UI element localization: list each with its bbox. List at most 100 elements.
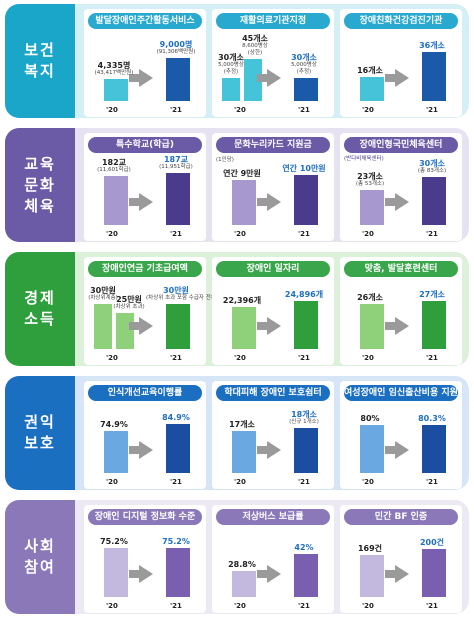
value-2021: 연간 10만원 — [274, 164, 334, 173]
bar-2021 — [422, 301, 446, 349]
stat-card-title: 학대피해 장애인 보호쉼터 — [216, 385, 330, 401]
bar-2020-secondary — [244, 59, 262, 101]
year-label-2021: '21 — [426, 106, 438, 114]
value-2020: 30만원 (차상위계층) — [86, 286, 120, 302]
right-arrow-icon — [129, 317, 153, 335]
year-label-2021: '21 — [170, 354, 182, 362]
bar-2021 — [422, 549, 446, 597]
bar-2021 — [294, 428, 318, 473]
value-2021-value: 27개소 — [419, 290, 445, 299]
year-label-2021: '21 — [170, 478, 182, 486]
bar-2020 — [360, 190, 384, 225]
value-2021-note: 5,000병상 — [291, 62, 317, 68]
value-2020: 75.2% — [86, 537, 142, 546]
value-2020-b-note: (차상위 초과) — [113, 304, 145, 310]
bar-2021 — [422, 52, 446, 101]
year-label-2020: '20 — [362, 230, 374, 238]
value-2021: 84.9% — [146, 413, 206, 422]
right-arrow-icon — [385, 565, 409, 583]
value-2020-b-value: 25만원 — [116, 295, 142, 304]
value-2021: 27개소 — [402, 290, 462, 299]
year-label-2020: '20 — [234, 602, 246, 610]
stat-card-title: 특수학교(학급) — [88, 137, 202, 153]
category-label-line: 사회 — [24, 537, 56, 555]
value-2021-note: (91,306백만원) — [156, 49, 196, 55]
stat-card: 저상버스 보급률 '20 '21 28.8% 42% — [212, 505, 334, 613]
value-2021-value: 36개소 — [419, 41, 445, 50]
value-2020: 22,396개 — [214, 296, 270, 305]
bar-2020 — [360, 77, 384, 101]
value-2020-note: (11,601학급) — [97, 167, 131, 173]
stat-card-title: 맞춤, 발달훈련센터 — [344, 261, 458, 277]
bar-2021 — [166, 58, 190, 101]
value-2020-value: 30만원 — [90, 286, 116, 295]
right-arrow-icon — [257, 317, 281, 335]
bar-2021 — [422, 177, 446, 225]
value-2020-value: 74.9% — [100, 420, 128, 429]
value-2020: 74.9% — [86, 420, 142, 429]
bar-2020 — [104, 176, 128, 225]
stat-card-title: 재활의료기관지정 — [216, 13, 330, 29]
category-label: 권익 보호 — [5, 376, 75, 490]
value-2020-tag: (반다비체육센터) — [344, 156, 384, 163]
value-2021-note: (총 83개소) — [417, 168, 447, 174]
value-2020-value: 17개소 — [229, 420, 255, 429]
bar-2021 — [166, 424, 190, 473]
year-label-2021: '21 — [298, 106, 310, 114]
value-2021-value: 42% — [294, 543, 314, 552]
year-label-2021: '21 — [426, 354, 438, 362]
bar-2020 — [232, 307, 256, 349]
category-row: 보건 복지 발달장애인주간활동서비스 '20'21 4,335명 (43,417백만원) 9… — [5, 4, 469, 118]
value-2020-note: (차상위계층) — [88, 295, 118, 301]
bar-2020 — [94, 304, 112, 349]
bar-2020 — [232, 431, 256, 473]
value-2020: 연간 9만원 — [214, 169, 270, 178]
stat-card-title: 여성장애인 임신출산비용 지원 — [344, 385, 458, 401]
stat-card: 학대피해 장애인 보호쉼터 '20 '21 17개소 18개소 (신규 1개소) — [212, 381, 334, 489]
stat-card: 장애인형국민체육센터 '20'21 (반다비체육센터) 23개소 (총 53개소) 30개… — [340, 133, 462, 241]
stat-card-title: 문화누리카드 지원금 — [216, 137, 330, 153]
value-2020-value: 22,396개 — [222, 296, 262, 305]
value-2020-value: 80% — [360, 414, 380, 423]
year-label-2020: '20 — [234, 478, 246, 486]
right-arrow-icon — [385, 317, 409, 335]
category-label-line: 소득 — [24, 310, 56, 328]
year-label-2020: '20 — [362, 106, 374, 114]
bar-2021 — [294, 301, 318, 349]
right-arrow-icon — [385, 193, 409, 211]
value-2021: 30개소 5,000병상 (추정) — [274, 53, 334, 76]
value-2021-value: 30개소 — [291, 53, 317, 62]
right-arrow-icon — [257, 565, 281, 583]
category-label-line: 문화 — [24, 175, 56, 194]
value-2021: 18개소 (신규 1개소) — [274, 410, 334, 426]
value-2021-note: (추정) — [296, 69, 312, 75]
value-2020: 28.8% — [214, 560, 270, 569]
value-2021: 36개소 — [402, 41, 462, 50]
value-2021-value: 30만원 — [163, 286, 189, 295]
value-2021-note: (차상위 초과 포함 수급자 전체) — [146, 295, 219, 301]
category-label-line: 참여 — [24, 558, 56, 576]
stat-card: 문화누리카드 지원금 '20 '21 (1인당) 연간 9만원 연간 10만원 — [212, 133, 334, 241]
value-2020: 26개소 — [342, 293, 398, 302]
value-2020-value: 28.8% — [228, 560, 256, 569]
value-2021-value: 200건 — [419, 538, 445, 547]
category-row: 권익 보호 인식개선교육이행률 '20 '21 74.9% 84.9% 학대피해 장애인 보호… — [5, 376, 469, 490]
value-2021-value: 18개소 — [291, 410, 317, 419]
category-cards: 특수학교(학급) '20'21 182교 (11,601학급) 187교 (11,951학… — [75, 128, 469, 242]
bar-2021 — [166, 548, 190, 597]
year-label-2020: '20 — [234, 354, 246, 362]
year-label-2021: '21 — [426, 602, 438, 610]
value-2020-note: (43,417백만원) — [94, 70, 134, 76]
value-2020: 4,335명 (43,417백만원) — [86, 61, 142, 77]
category-cards: 장애인연금 기초급여액 '20'21 30만원 (차상위계층) 25만원 (차상위 초과)… — [75, 252, 469, 366]
year-label-2021: '21 — [170, 106, 182, 114]
category-cards: 인식개선교육이행률 '20 '21 74.9% 84.9% 학대피해 장애인 보호쉼터 '2… — [75, 376, 469, 490]
category-label: 경제 소득 — [5, 252, 75, 366]
category-label-line: 보건 — [24, 41, 56, 59]
value-2021-value: 24,896개 — [284, 290, 324, 299]
value-2021-value: 75.2% — [162, 537, 190, 546]
value-2020-note-text: (1인당) — [216, 157, 234, 163]
right-arrow-icon — [129, 69, 153, 87]
stat-card-title: 장애친화건강검진기관 — [344, 13, 458, 29]
value-2021: 42% — [274, 543, 334, 552]
